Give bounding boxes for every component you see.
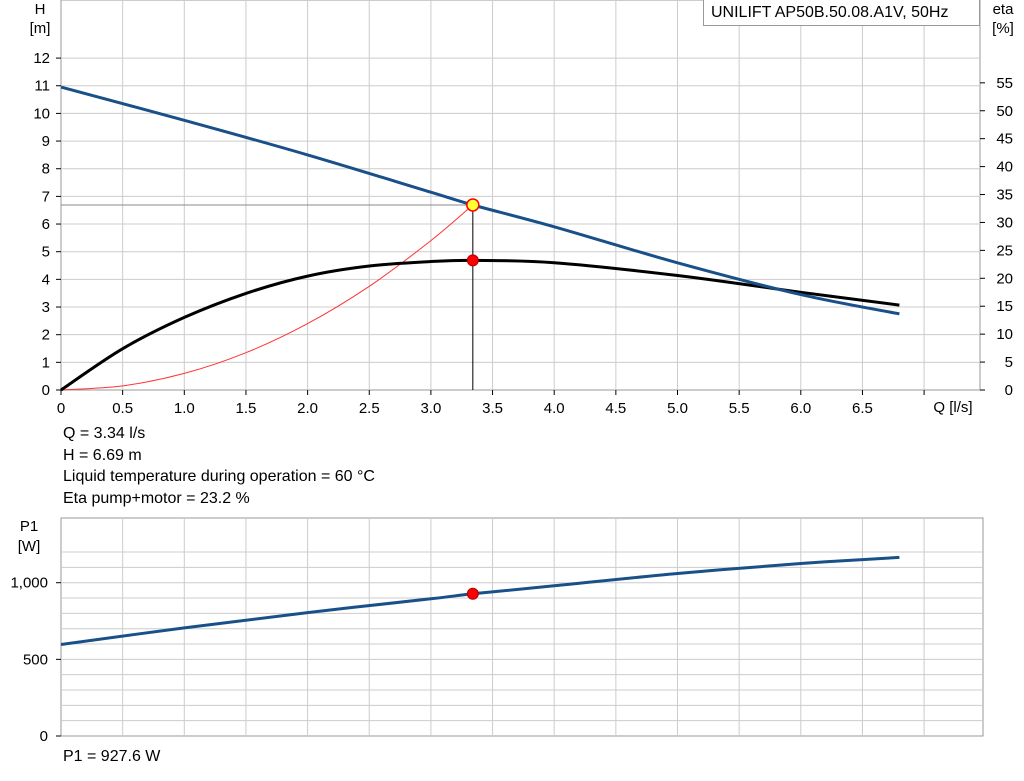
y2-tick-label: 55: [996, 75, 1013, 92]
y2-tick-label: 5: [1005, 354, 1013, 371]
x-tick-label: 5.0: [667, 400, 688, 417]
x-tick-label: 5.5: [729, 400, 750, 417]
y-tick-label: 11: [34, 78, 50, 95]
x-axis-label: Q [l/s]: [933, 399, 972, 416]
y-tick-label: 4: [42, 271, 50, 288]
y2-tick-label: 50: [996, 103, 1013, 120]
bottom-plot-frame: [60, 517, 984, 737]
y2-tick-label: 15: [996, 298, 1013, 315]
p1-axis-unit: [W]: [18, 538, 41, 555]
bottom-chart-grid: [60, 517, 984, 737]
temperature-readout: Liquid temperature during operation = 60…: [63, 468, 375, 485]
y-tick-label: 10: [33, 105, 50, 122]
x-tick-label: 1.5: [236, 400, 257, 417]
p1-tick-label: 500: [23, 651, 48, 668]
y2-tick-label: 25: [996, 242, 1013, 259]
y-tick-label: 1: [42, 354, 50, 371]
p1-tick-label: 1,000: [10, 575, 48, 592]
efficiency-duty-point: [466, 254, 479, 267]
y2-tick-label: 30: [996, 214, 1013, 231]
y2-tick-label: 10: [996, 326, 1013, 343]
top-plot-frame: [60, 0, 981, 391]
power-duty-point: [466, 587, 479, 600]
y-tick-label: 0: [42, 382, 50, 399]
y-tick-label: 2: [42, 327, 50, 344]
x-tick-label: 6.5: [852, 400, 873, 417]
flow-readout: Q = 3.34 l/s: [63, 425, 146, 442]
top-chart-grid: [60, 0, 981, 391]
top-chart-lines: [60, 85, 900, 392]
x-tick-label: 3.5: [482, 400, 503, 417]
y-tick-label: 6: [42, 216, 50, 233]
y-tick-label: 8: [42, 161, 50, 178]
x-tick-label: 4.0: [544, 400, 565, 417]
x-tick-label: 0: [57, 400, 65, 417]
y2-axis-label: eta: [993, 1, 1015, 18]
x-tick-label: 6.0: [790, 400, 811, 417]
y-axis-unit: [m]: [30, 20, 51, 37]
y2-tick-label: 45: [996, 131, 1013, 148]
power-readout: P1 = 927.6 W: [63, 748, 161, 765]
y-tick-label: 5: [42, 244, 50, 261]
chart-title-box: UNILIFT AP50B.50.08.A1V, 50Hz: [703, 0, 980, 26]
p1-tick-label: 0: [40, 728, 48, 745]
p1-axis-label: P1: [20, 518, 38, 535]
efficiency-readout: Eta pump+motor = 23.2 %: [63, 490, 250, 507]
head-readout: H = 6.69 m: [63, 447, 142, 464]
x-tick-label: 2.5: [359, 400, 380, 417]
y-tick-label: 12: [33, 50, 50, 67]
y-tick-label: 9: [42, 133, 50, 150]
x-tick-label: 3.0: [420, 400, 441, 417]
bottom-chart-lines: [60, 555, 900, 646]
y-tick-label: 3: [42, 299, 50, 316]
bottom-chart-ticks: 0 500 1,000: [10, 575, 61, 745]
x-tick-label: 1.0: [174, 400, 195, 417]
y2-tick-label: 35: [996, 187, 1013, 204]
y-tick-label: 7: [42, 188, 50, 205]
efficiency-curve-line: [60, 258, 900, 392]
y2-tick-label: 20: [996, 270, 1013, 287]
system-curve-line: [60, 204, 474, 391]
y2-tick-label: 40: [996, 159, 1013, 176]
x-tick-label: 0.5: [112, 400, 133, 417]
x-tick-label: 2.0: [297, 400, 318, 417]
y-axis-label: H: [35, 1, 46, 18]
y2-axis-unit: [%]: [992, 20, 1014, 37]
top-chart-ticks: 0 0.5 1.0 1.5 2.0 2.5 3.0 3.5 4.0 4.5 5.0 5.5 6.0 6.5…: [33, 50, 1013, 417]
qh-duty-point: [466, 198, 480, 212]
x-tick-label: 4.5: [605, 400, 626, 417]
y2-tick-label: 0: [1005, 382, 1013, 399]
